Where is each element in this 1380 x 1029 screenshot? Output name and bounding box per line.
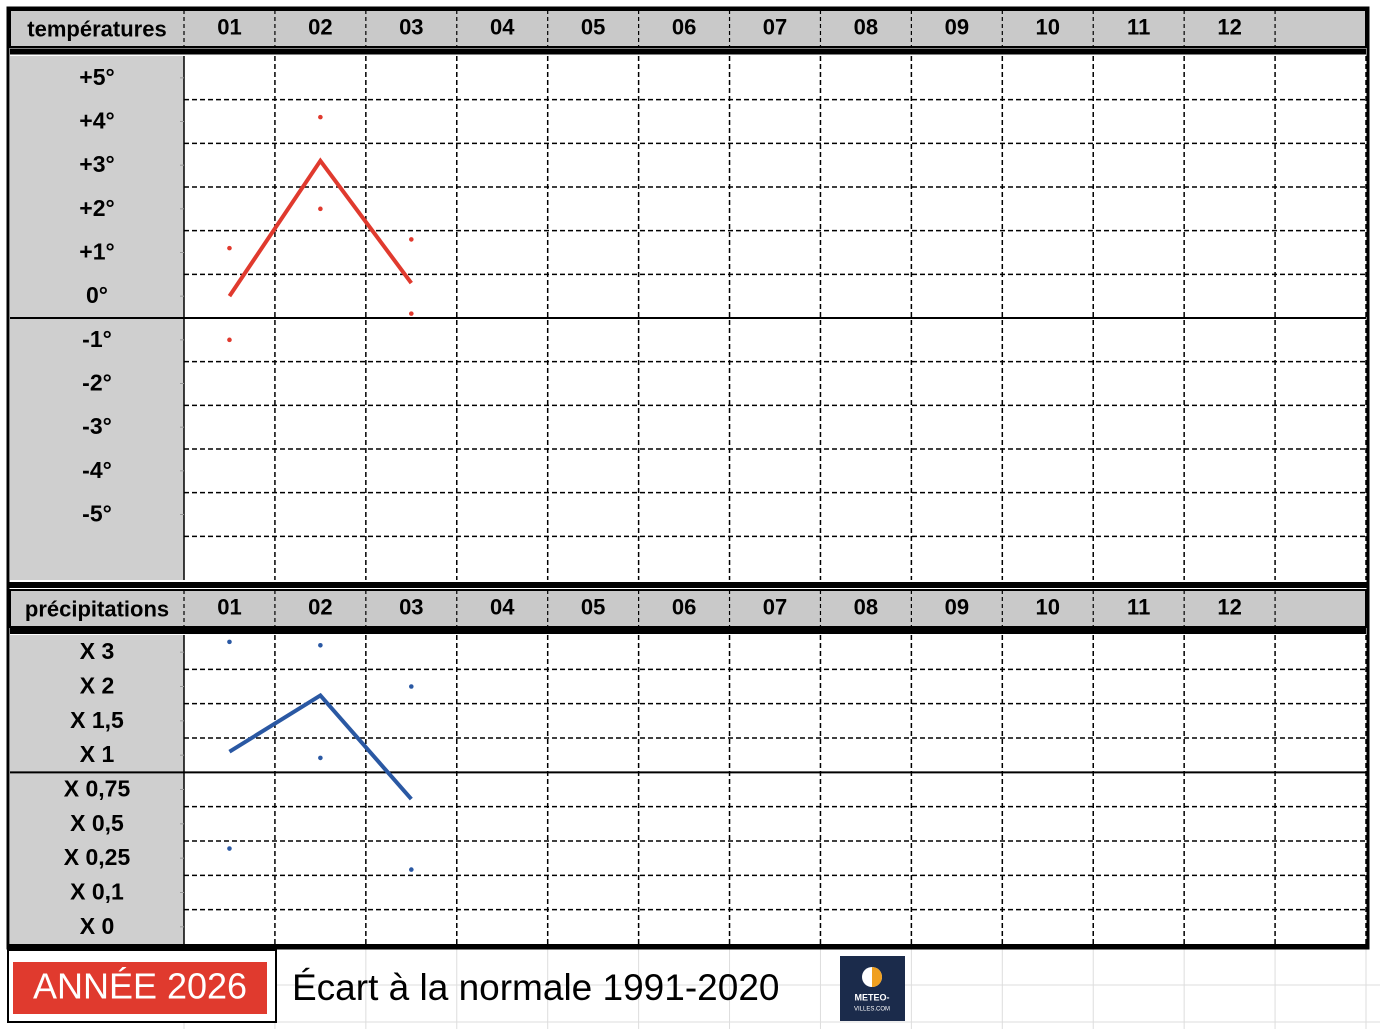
y-tick-label: X 1: [80, 741, 115, 767]
header-frame: [9, 9, 1367, 48]
y-tick-label: +4°: [79, 108, 114, 134]
header-bg: [10, 590, 1366, 627]
y-tick-label: -3°: [82, 413, 112, 439]
x-tick-label: 07: [763, 594, 787, 619]
x-tick-label: 11: [1127, 14, 1150, 39]
data-point: [318, 114, 323, 120]
data-point: [318, 755, 323, 761]
x-tick-label: 11: [1127, 594, 1150, 619]
y-tick-label: X 0: [80, 913, 115, 939]
x-tick-label: 12: [1217, 594, 1241, 619]
y-tick-label: -4°: [82, 457, 112, 483]
x-tick-label: 08: [854, 594, 878, 619]
x-tick-label: 12: [1217, 14, 1241, 39]
x-tick-label: 09: [945, 594, 969, 619]
logo-icon-half: [872, 967, 882, 987]
x-tick-label: 01: [217, 594, 241, 619]
data-point: [318, 206, 323, 212]
header-bg: [10, 10, 1366, 47]
footer: ANNÉE 2026 Écart à la normale 1991-2020 …: [7, 949, 905, 1023]
y-tick-label: X 0,5: [70, 810, 124, 836]
data-point: [227, 846, 232, 851]
year-label: ANNÉE 2026: [33, 966, 247, 1007]
y-tick-label: -1°: [82, 326, 112, 352]
y-tick-label: X 2: [80, 673, 115, 699]
year-badge: [13, 962, 267, 1014]
x-tick-label: 04: [490, 14, 515, 39]
data-point: [227, 245, 232, 251]
y-tick-label: -2°: [82, 370, 112, 396]
y-tick-label: X 1,5: [70, 707, 124, 733]
y-tick-label: +5°: [79, 64, 114, 90]
y-tick-label: X 0,25: [64, 844, 131, 870]
y-tick-label: +2°: [79, 195, 114, 221]
label-column: [10, 635, 184, 944]
data-point: [227, 639, 232, 645]
y-tick-label: +1°: [79, 239, 114, 265]
data-point: [409, 684, 414, 689]
x-tick-label: 10: [1036, 14, 1060, 39]
data-line: [227, 157, 413, 298]
y-tick-label: -5°: [82, 501, 112, 527]
grid: [183, 948, 1380, 1029]
data-point: [318, 643, 323, 648]
x-tick-label: 06: [672, 14, 696, 39]
y-tick-label: +3°: [79, 151, 114, 177]
x-tick-label: 10: [1036, 594, 1060, 619]
data-point: [409, 311, 414, 316]
x-tick-label: 05: [581, 594, 605, 619]
x-tick-label: 05: [581, 14, 605, 39]
y-tick-label: X 0,1: [70, 879, 124, 905]
data-point: [227, 337, 232, 343]
x-tick-label: 04: [490, 594, 515, 619]
logo-text: METEO-: [855, 992, 890, 1002]
x-tick-label: 07: [763, 14, 787, 39]
x-tick-label: 01: [217, 14, 241, 39]
x-tick-label: 02: [308, 594, 332, 619]
y-tick-label: 0°: [86, 282, 108, 308]
y-tick-label: X 0,75: [64, 776, 131, 802]
header-frame: [9, 589, 1367, 628]
chart-title: températures: [27, 16, 166, 41]
x-tick-label: 09: [945, 14, 969, 39]
x-tick-label: 03: [399, 14, 423, 39]
logo-text: VILLES.COM: [854, 1007, 890, 1013]
chart-title: précipitations: [25, 596, 169, 621]
x-tick-label: 03: [399, 594, 423, 619]
x-tick-label: 08: [854, 14, 878, 39]
x-tick-label: 06: [672, 594, 696, 619]
subtitle: Écart à la normale 1991-2020: [292, 967, 779, 1008]
data-point: [409, 237, 414, 242]
x-tick-label: 02: [308, 14, 332, 39]
data-point: [409, 867, 414, 872]
logo: [840, 956, 905, 1021]
data-line: [228, 692, 413, 801]
y-tick-label: X 3: [80, 638, 115, 664]
